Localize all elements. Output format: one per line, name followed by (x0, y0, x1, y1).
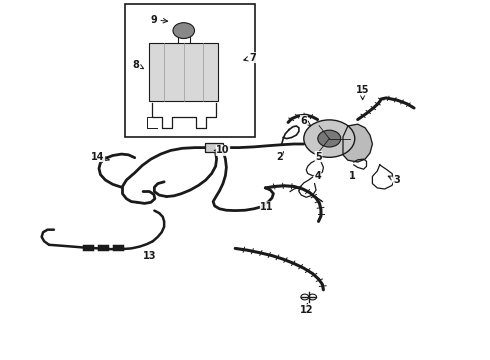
Polygon shape (343, 124, 372, 162)
Bar (205, 143, 223, 152)
Bar (149, 43, 218, 101)
Text: 3: 3 (388, 175, 400, 185)
Text: 2: 2 (276, 152, 284, 162)
Circle shape (318, 130, 341, 147)
Text: 9: 9 (151, 15, 168, 25)
Text: 7: 7 (244, 53, 256, 63)
Text: 10: 10 (214, 145, 230, 156)
Text: 11: 11 (260, 202, 274, 212)
Text: 15: 15 (356, 85, 369, 100)
Text: 8: 8 (133, 60, 144, 70)
Text: 1: 1 (348, 171, 355, 181)
Text: 12: 12 (299, 303, 313, 315)
Circle shape (304, 120, 355, 157)
Text: 4: 4 (314, 171, 321, 181)
Circle shape (173, 23, 195, 39)
Text: 6: 6 (300, 116, 311, 126)
Text: 13: 13 (143, 251, 156, 261)
Bar (125, 4, 255, 137)
Text: 14: 14 (91, 152, 109, 162)
Text: 5: 5 (315, 152, 322, 162)
